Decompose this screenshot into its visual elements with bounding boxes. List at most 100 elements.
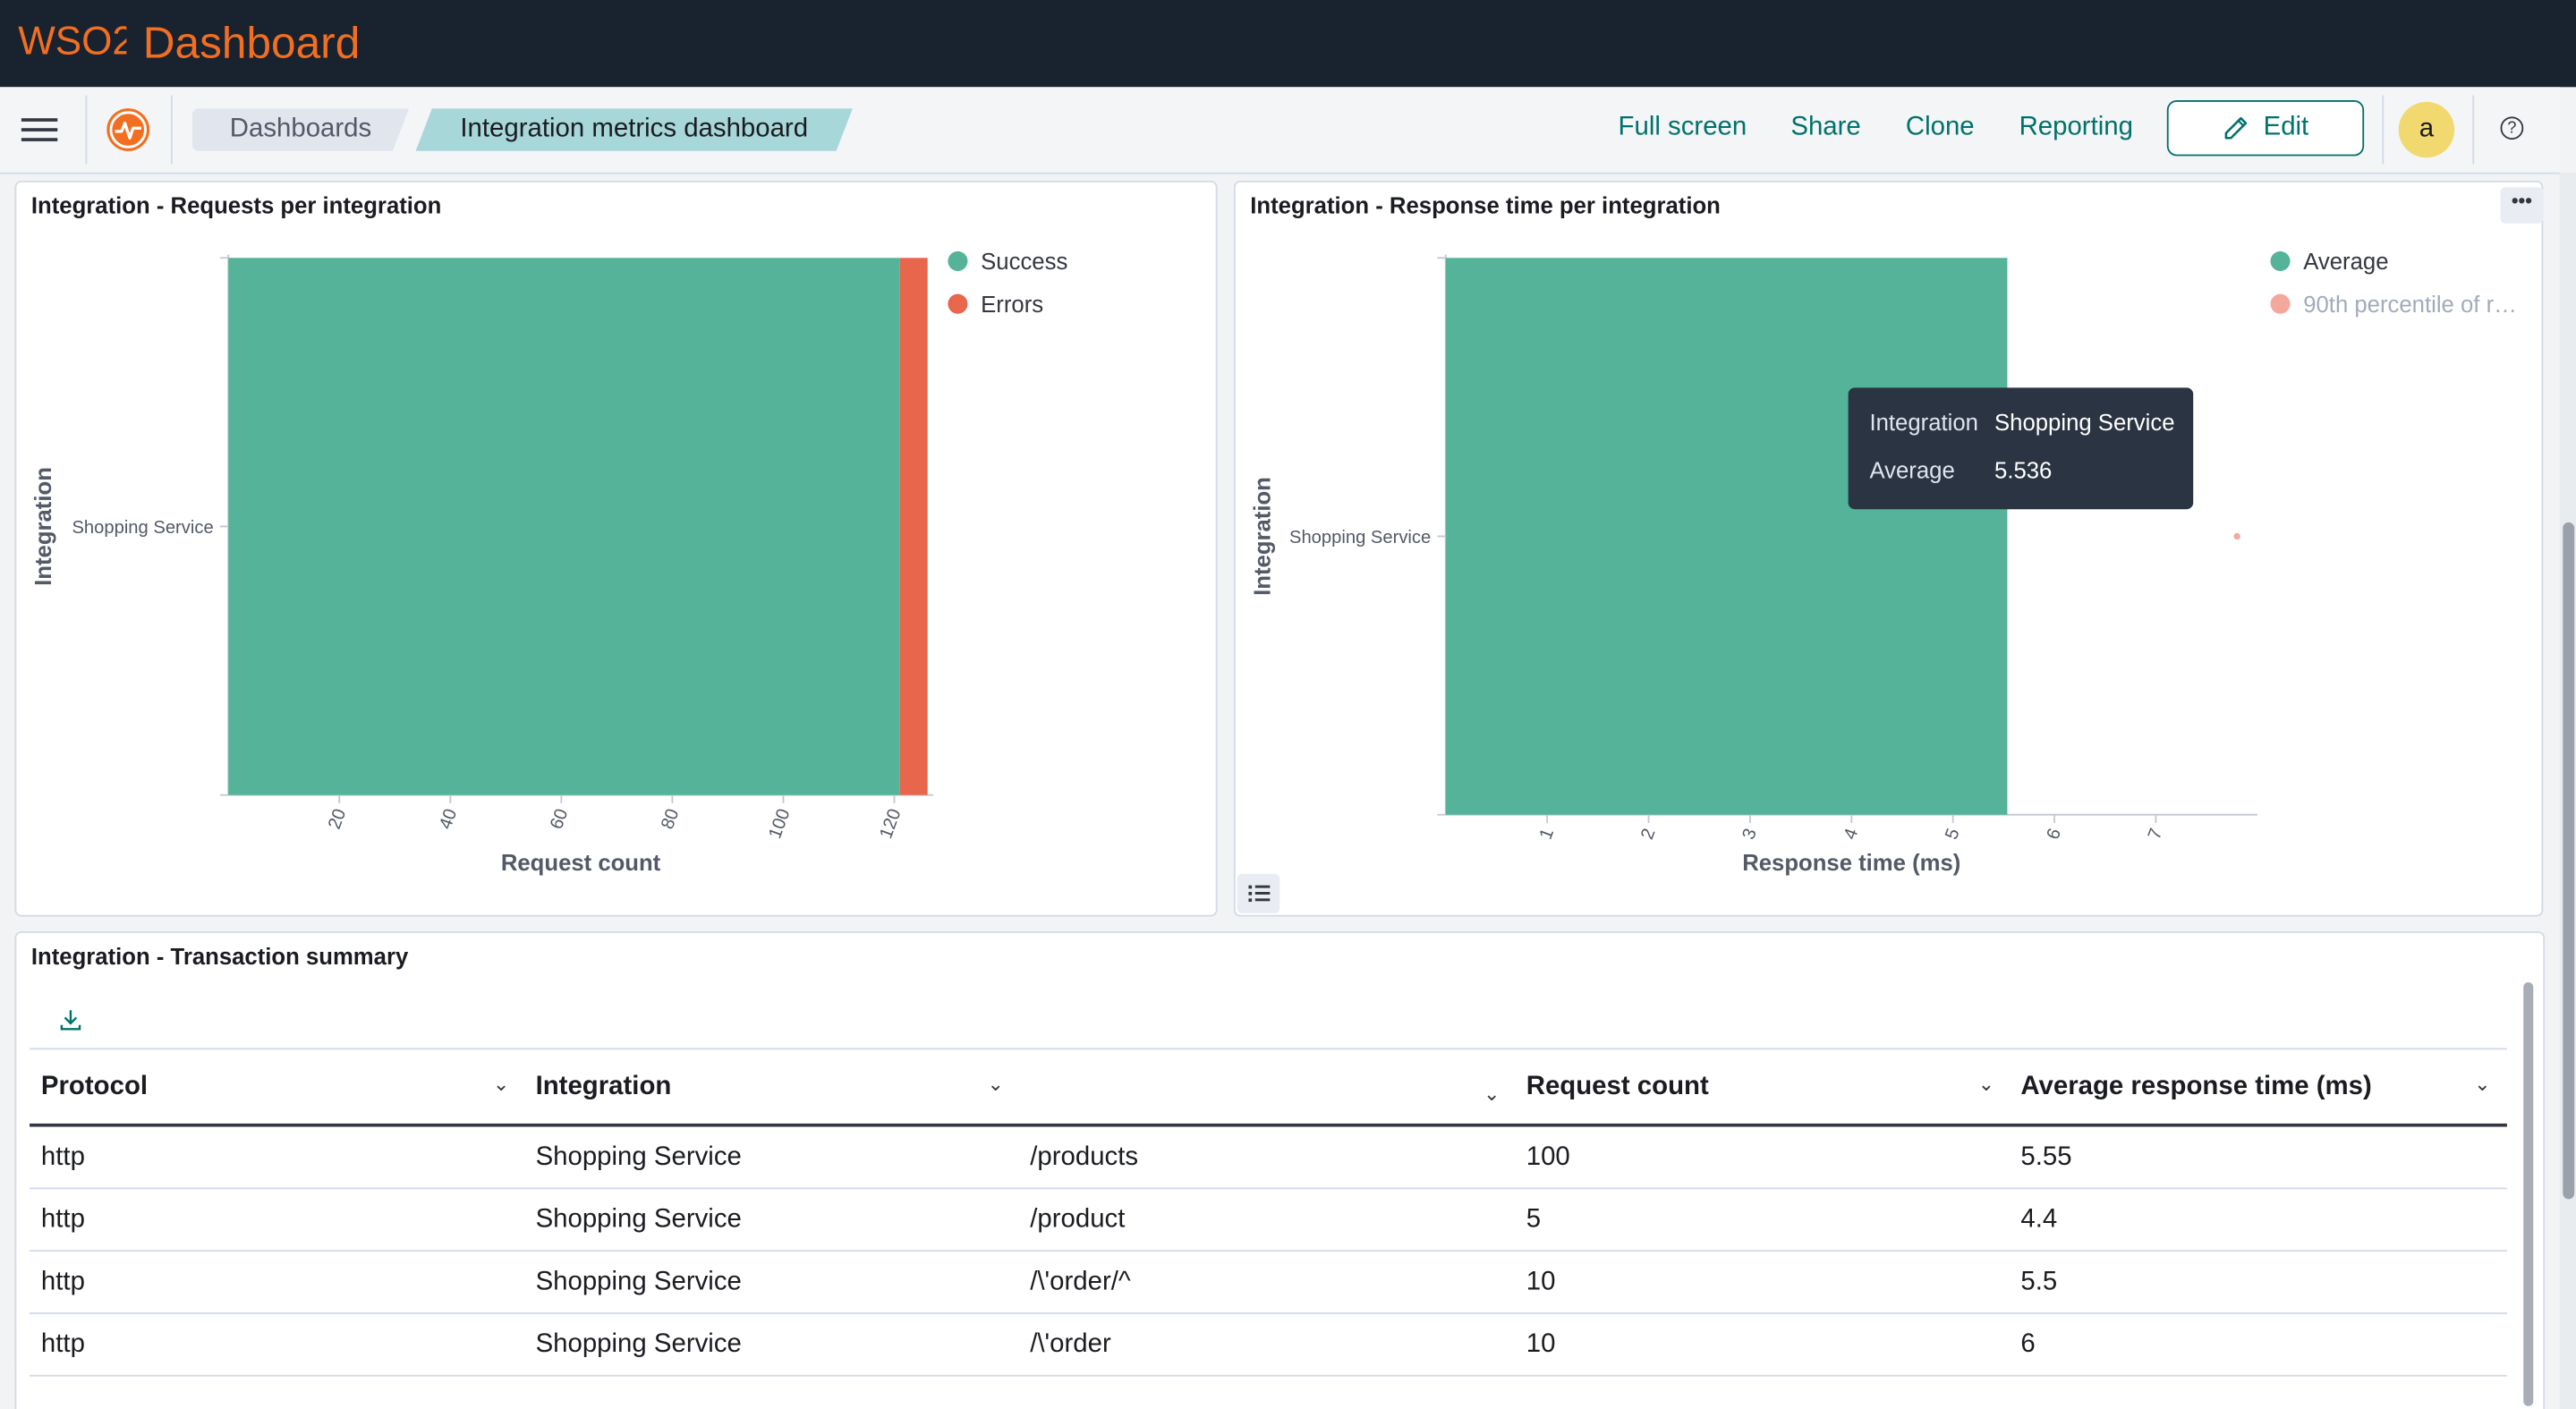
cell-protocol: http (40, 1330, 85, 1359)
response-time-per-integration-panel: Integration - Response time per integrat… (1233, 180, 2544, 917)
chevron-down-icon[interactable]: ⌄ (1977, 1072, 1995, 1096)
cell-resource: /\'order/^ (1030, 1268, 1131, 1296)
legend-item-average[interactable]: Average (2270, 248, 2389, 275)
chart-tooltip: Integration Shopping Service Average 5.536 (1848, 387, 2194, 510)
table-row: http Shopping Service /\'order 10 6 (30, 1314, 2507, 1377)
panel-options-icon[interactable]: ••• (2500, 187, 2544, 224)
wso2-logo-icon: WSO2 (18, 20, 126, 64)
x-tick-label: 60 (547, 806, 572, 832)
x-tick-label: 7 (2145, 826, 2167, 842)
cell-integration: Shopping Service (535, 1205, 742, 1234)
cell-resource: /products (1030, 1142, 1139, 1172)
divider (170, 95, 173, 165)
transaction-summary-table: Protocol ⌄ Integration ⌄ ⌄ Request count… (30, 1048, 2507, 1377)
x-tick-label: 4 (1841, 826, 1863, 842)
legend-label: Average (2303, 248, 2389, 275)
table-header: Protocol ⌄ Integration ⌄ ⌄ Request count… (30, 1048, 2507, 1127)
edit-button[interactable]: Edit (2166, 100, 2365, 157)
x-tick-label: 120 (876, 806, 905, 841)
bar-success (228, 258, 900, 795)
pencil-icon (2224, 116, 2247, 140)
requests-per-integration-panel: Integration - Requests per integration 2… (14, 180, 1218, 917)
column-header-protocol[interactable]: Protocol (40, 1072, 149, 1101)
bar-errors (899, 258, 928, 795)
legend-toggle-icon[interactable] (1237, 873, 1280, 913)
tooltip-value: Shopping Service (1994, 409, 2175, 436)
p90-legend-dot (2270, 293, 2291, 314)
y-axis-title: Integration (31, 467, 56, 586)
top-header: WSO2 Dashboard (0, 0, 2576, 88)
x-axis-title: Request count (501, 851, 661, 876)
table-body: http Shopping Service/products 100 5.5 5 http… (30, 1127, 2507, 1377)
cell-request-count: 10 (1526, 1268, 1556, 1296)
app-name: Dashboard (142, 17, 361, 67)
chevron-down-icon[interactable]: ⌄ (2474, 1072, 2491, 1096)
chevron-down-icon[interactable]: ⌄ (1483, 1082, 1501, 1106)
dashboard-toolbar: Dashboards Integration metrics dashboard… (0, 87, 2560, 174)
table-row: http Shopping Service/products 100 5.55 (30, 1127, 2507, 1190)
cell-protocol: http (40, 1268, 85, 1296)
table-row: http Shopping Service /\'order/^ 10 5.5 (30, 1252, 2507, 1314)
breadcrumb-current-dashboard: Integration metrics dashboard (416, 108, 853, 151)
user-avatar[interactable]: a (2398, 101, 2455, 158)
breadcrumb-dashboards[interactable]: Dashboards (192, 108, 409, 151)
cell-integration: Shopping Service (535, 1330, 742, 1359)
clone-link[interactable]: Clone (1905, 113, 1975, 141)
cell-resource: /product (1030, 1205, 1126, 1234)
legend-item-90th-percentile[interactable]: 90th percentile of r… (2270, 291, 2517, 317)
table-scrollbar[interactable] (2523, 981, 2534, 1406)
share-link[interactable]: Share (1790, 113, 1861, 141)
cell-protocol: http (40, 1205, 85, 1234)
cell-integration: Shopping Service (535, 1268, 742, 1296)
download-icon[interactable] (57, 1007, 83, 1033)
cell-avg-response-time: 5.5 (2020, 1268, 2058, 1296)
chevron-down-icon[interactable]: ⌄ (987, 1072, 1004, 1096)
tooltip-key: Average (1869, 456, 1955, 483)
fullscreen-link[interactable]: Full screen (1618, 113, 1747, 141)
x-tick-label: 80 (658, 806, 683, 832)
app-activity-logo-icon[interactable] (106, 106, 151, 152)
column-header-avg-response-time[interactable]: Average response time (ms) (2020, 1072, 2372, 1101)
panel-title: Integration - Response time per integrat… (1250, 191, 1721, 219)
cell-integration: Shopping Service (535, 1142, 742, 1172)
x-tick-label: 100 (765, 806, 794, 841)
errors-legend-dot (948, 293, 968, 314)
tooltip-key: Integration (1869, 409, 1978, 436)
transaction-summary-panel: Integration - Transaction summary (14, 931, 2546, 1409)
table-row: http Shopping Service/product 5 4.4 (30, 1189, 2507, 1252)
success-legend-dot (948, 250, 968, 271)
legend-item-errors[interactable]: Errors (948, 291, 1043, 317)
help-icon[interactable]: ? (2500, 116, 2524, 140)
brand[interactable]: WSO2 Dashboard (18, 12, 360, 74)
y-tick-label: Shopping Service (72, 518, 213, 538)
requests-bar-chart: 20 40 60 80 100 120 Shopping Service Request co… (31, 254, 933, 876)
x-tick-label: 1 (1536, 826, 1559, 842)
svg-text:WSO2: WSO2 (18, 20, 126, 64)
response-time-bar-chart: 1 2 3 4 5 6 7 Shopping Service Response time (ms… (1250, 254, 2257, 876)
x-tick-label: 20 (325, 806, 350, 832)
tooltip-value: 5.536 (1994, 456, 2053, 483)
panel-title: Integration - Requests per integration (30, 191, 442, 219)
y-axis-title: Integration (1250, 477, 1275, 596)
divider (85, 95, 88, 165)
y-tick-label: Shopping Service (1289, 528, 1431, 547)
legend-label: Errors (981, 290, 1044, 318)
x-tick-label: 40 (436, 806, 461, 832)
column-header-request-count[interactable]: Request count (1526, 1072, 1709, 1101)
reporting-link[interactable]: Reporting (2019, 113, 2133, 141)
hamburger-menu-icon[interactable] (21, 114, 58, 147)
average-legend-dot (2270, 250, 2291, 271)
chevron-down-icon[interactable]: ⌄ (492, 1072, 510, 1096)
x-tick-label: 2 (1637, 826, 1660, 842)
page-scrollbar[interactable] (2563, 522, 2575, 1200)
bar-average (1445, 258, 2008, 815)
divider (2382, 95, 2385, 165)
cell-protocol: http (40, 1142, 85, 1172)
cell-request-count: 5 (1526, 1205, 1542, 1234)
edit-label: Edit (2263, 113, 2309, 141)
cell-request-count: 100 (1526, 1142, 1570, 1172)
column-header-integration[interactable]: Integration (535, 1072, 672, 1101)
x-tick-label: 5 (1942, 826, 1964, 842)
legend-item-success[interactable]: Success (948, 248, 1067, 275)
